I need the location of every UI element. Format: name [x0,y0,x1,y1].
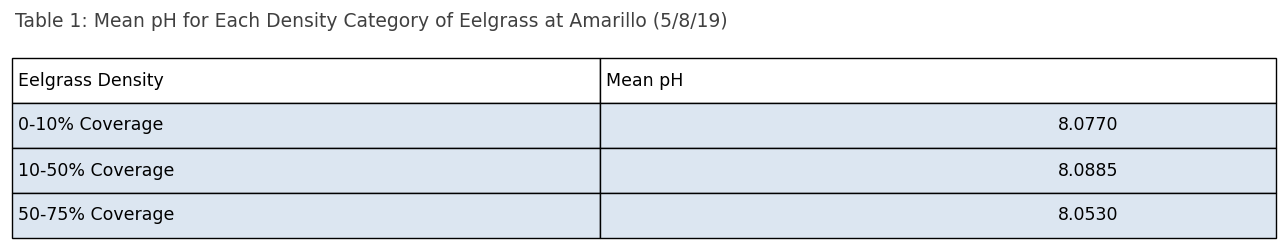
Text: Eelgrass Density: Eelgrass Density [18,72,164,90]
Bar [600,193,1276,238]
Bar [600,148,1276,193]
Text: Mean pH: Mean pH [605,72,683,90]
Text: 8.0770: 8.0770 [1057,117,1118,135]
Text: 8.0885: 8.0885 [1057,162,1118,180]
Text: 10-50% Coverage: 10-50% Coverage [18,162,174,180]
Text: Table 1: Mean pH for Each Density Category of Eelgrass at Amarillo (5/8/19): Table 1: Mean pH for Each Density Catego… [15,12,728,31]
Bar [600,58,1276,103]
Bar [12,103,600,148]
Text: 50-75% Coverage: 50-75% Coverage [18,206,174,225]
Bar [12,58,600,103]
Bar [12,193,600,238]
Text: 0-10% Coverage: 0-10% Coverage [18,117,164,135]
Bar [600,103,1276,148]
Bar [12,148,600,193]
Text: 8.0530: 8.0530 [1057,206,1118,225]
